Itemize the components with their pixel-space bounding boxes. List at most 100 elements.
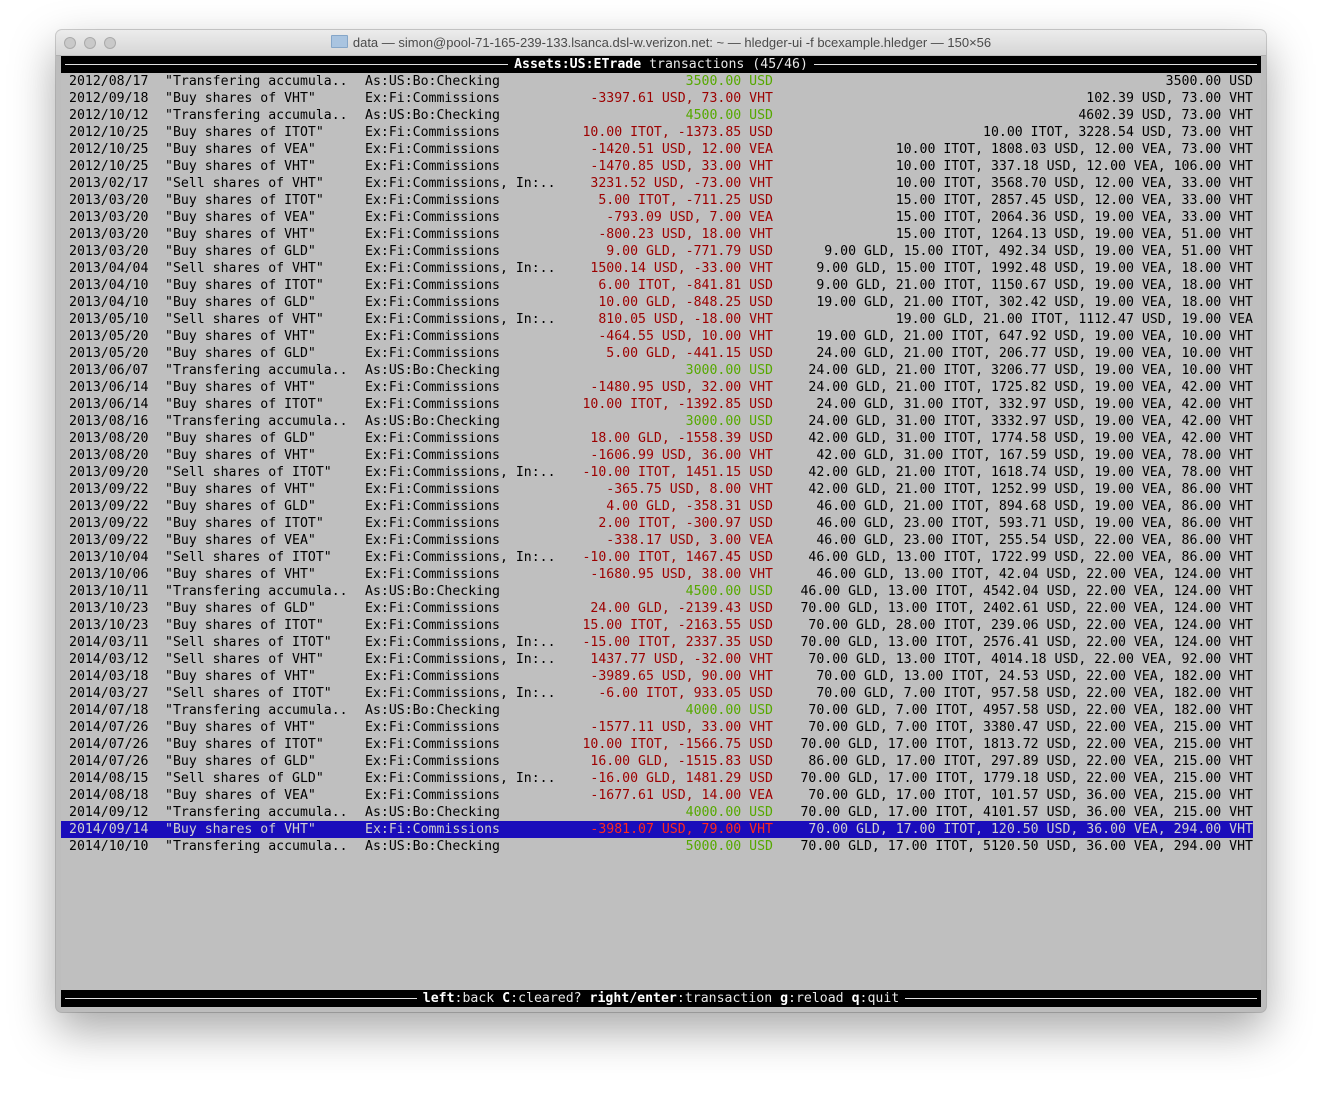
description: "Buy shares of ITOT" — [165, 125, 324, 140]
transaction-row[interactable]: 2014/08/18 "Buy shares of VEA" Ex:Fi:Commi… — [61, 787, 1253, 804]
other-accounts: As:US:Bo:Checking — [365, 584, 500, 599]
transaction-row[interactable]: 2012/10/25 "Buy shares of VHT" Ex:Fi:Commi… — [61, 158, 1253, 175]
transaction-row[interactable]: 2012/10/25 "Buy shares of ITOT" Ex:Fi:Comm… — [61, 124, 1253, 141]
other-accounts: Ex:Fi:Commissions — [365, 822, 500, 837]
transaction-row[interactable]: 2014/07/26 "Buy shares of VHT" Ex:Fi:Commi… — [61, 719, 1253, 736]
transaction-row[interactable]: 2014/10/10 "Transfering accumula.. As:US:B… — [61, 838, 1253, 855]
running-balance: 42.00 GLD, 31.00 ITOT, 167.59 USD, 19.00… — [816, 448, 1253, 463]
running-balance: 46.00 GLD, 13.00 ITOT, 1722.99 USD, 22.0… — [808, 550, 1253, 565]
hledger-ui-screen: Assets:US:ETrade transactions (45/46) 20… — [61, 55, 1261, 1008]
change-amount: -6.00 ITOT, 933.05 USD — [598, 686, 773, 701]
change-amount: 18.00 GLD, -1558.39 USD — [590, 431, 773, 446]
transaction-row[interactable]: 2014/03/12 "Sell shares of VHT" Ex:Fi:Comm… — [61, 651, 1253, 668]
transaction-row[interactable]: 2013/05/20 "Buy shares of GLD" Ex:Fi:Commi… — [61, 345, 1253, 362]
running-balance: 9.00 GLD, 15.00 ITOT, 1992.48 USD, 19.00… — [816, 261, 1253, 276]
other-accounts: Ex:Fi:Commissions — [365, 346, 500, 361]
transaction-row[interactable]: 2012/09/18 "Buy shares of VHT" Ex:Fi:Commi… — [61, 90, 1253, 107]
change-amount: 3500.00 USD — [685, 74, 773, 89]
change-amount: -1420.51 USD, 12.00 VEA — [590, 142, 773, 157]
description: "Buy shares of GLD" — [165, 601, 316, 616]
transaction-row[interactable]: 2013/09/22 "Buy shares of VHT" Ex:Fi:Commi… — [61, 481, 1253, 498]
description: "Transfering accumula.. — [165, 108, 348, 123]
date: 2012/08/17 — [69, 74, 149, 89]
transaction-row[interactable]: 2013/10/23 "Buy shares of GLD" Ex:Fi:Commi… — [61, 600, 1253, 617]
transaction-row[interactable]: 2013/03/20 "Buy shares of GLD" Ex:Fi:Commi… — [61, 243, 1253, 260]
running-balance: 70.00 GLD, 7.00 ITOT, 4957.58 USD, 22.00… — [808, 703, 1253, 718]
description: "Buy shares of VEA" — [165, 533, 316, 548]
transaction-row[interactable]: 2013/09/20 "Sell shares of ITOT" Ex:Fi:Com… — [61, 464, 1253, 481]
transaction-row[interactable]: 2013/04/10 "Buy shares of ITOT" Ex:Fi:Comm… — [61, 277, 1253, 294]
transaction-row[interactable]: 2013/04/10 "Buy shares of GLD" Ex:Fi:Commi… — [61, 294, 1253, 311]
change-amount: 5.00 ITOT, -711.25 USD — [598, 193, 773, 208]
transaction-row[interactable]: 2013/10/06 "Buy shares of VHT" Ex:Fi:Commi… — [61, 566, 1253, 583]
close-button[interactable] — [64, 37, 76, 49]
transaction-row[interactable]: 2013/06/14 "Buy shares of ITOT" Ex:Fi:Comm… — [61, 396, 1253, 413]
other-accounts: Ex:Fi:Commissions — [365, 516, 500, 531]
transaction-row[interactable]: 2012/10/12 "Transfering accumula.. As:US:B… — [61, 107, 1253, 124]
transaction-row[interactable]: 2014/08/15 "Sell shares of GLD" Ex:Fi:Comm… — [61, 770, 1253, 787]
change-amount: 810.05 USD, -18.00 VHT — [598, 312, 773, 327]
transaction-row[interactable]: 2013/09/22 "Buy shares of GLD" Ex:Fi:Commi… — [61, 498, 1253, 515]
transaction-row[interactable]: 2013/04/04 "Sell shares of VHT" Ex:Fi:Comm… — [61, 260, 1253, 277]
description: "Sell shares of VHT" — [165, 176, 324, 191]
change-amount: -1577.11 USD, 33.00 VHT — [590, 720, 773, 735]
key-label: :transaction — [676, 991, 781, 1006]
transaction-row[interactable]: 2014/09/12 "Transfering accumula.. As:US:B… — [61, 804, 1253, 821]
transaction-row[interactable]: 2013/06/07 "Transfering accumula.. As:US:B… — [61, 362, 1253, 379]
transaction-row[interactable]: 2013/02/17 "Sell shares of VHT" Ex:Fi:Comm… — [61, 175, 1253, 192]
transaction-row[interactable]: 2014/03/27 "Sell shares of ITOT" Ex:Fi:Com… — [61, 685, 1253, 702]
date: 2012/10/25 — [69, 125, 149, 140]
title-bar: data — simon@pool-71-165-239-133.lsanca.… — [56, 30, 1266, 56]
transaction-row[interactable]: 2013/10/11 "Transfering accumula.. As:US:B… — [61, 583, 1253, 600]
other-accounts: Ex:Fi:Commissions, In:.. — [365, 312, 556, 327]
change-amount: 4000.00 USD — [685, 805, 773, 820]
zoom-button[interactable] — [104, 37, 116, 49]
date: 2013/02/17 — [69, 176, 149, 191]
running-balance: 15.00 ITOT, 1264.13 USD, 19.00 VEA, 51.0… — [895, 227, 1253, 242]
transaction-row[interactable]: 2013/05/10 "Sell shares of VHT" Ex:Fi:Comm… — [61, 311, 1253, 328]
description: "Buy shares of VHT" — [165, 482, 316, 497]
date: 2014/03/27 — [69, 686, 149, 701]
description: "Transfering accumula.. — [165, 363, 348, 378]
transaction-row[interactable]: 2013/03/20 "Buy shares of VEA" Ex:Fi:Commi… — [61, 209, 1253, 226]
description: "Buy shares of GLD" — [165, 244, 316, 259]
transaction-row[interactable]: 2014/03/18 "Buy shares of VHT" Ex:Fi:Commi… — [61, 668, 1253, 685]
transaction-row[interactable]: 2013/08/20 "Buy shares of GLD" Ex:Fi:Commi… — [61, 430, 1253, 447]
transaction-row[interactable]: 2014/07/26 "Buy shares of ITOT" Ex:Fi:Comm… — [61, 736, 1253, 753]
running-balance: 70.00 GLD, 13.00 ITOT, 2402.61 USD, 22.0… — [800, 601, 1253, 616]
date: 2014/08/18 — [69, 788, 149, 803]
description: "Transfering accumula.. — [165, 584, 348, 599]
transaction-row[interactable]: 2013/03/20 "Buy shares of ITOT" Ex:Fi:Comm… — [61, 192, 1253, 209]
date: 2014/03/12 — [69, 652, 149, 667]
transaction-row[interactable]: 2013/08/20 "Buy shares of VHT" Ex:Fi:Commi… — [61, 447, 1253, 464]
change-amount: 10.00 ITOT, -1392.85 USD — [582, 397, 773, 412]
change-amount: -3397.61 USD, 73.00 VHT — [590, 91, 773, 106]
minimize-button[interactable] — [84, 37, 96, 49]
date: 2013/09/22 — [69, 533, 149, 548]
transaction-row[interactable]: 2013/08/16 "Transfering accumula.. As:US:B… — [61, 413, 1253, 430]
change-amount: -16.00 GLD, 1481.29 USD — [590, 771, 773, 786]
date: 2013/10/04 — [69, 550, 149, 565]
transaction-row[interactable]: 2013/10/04 "Sell shares of ITOT" Ex:Fi:Com… — [61, 549, 1253, 566]
transaction-row[interactable]: 2014/03/11 "Sell shares of ITOT" Ex:Fi:Com… — [61, 634, 1253, 651]
transaction-row[interactable]: 2013/05/20 "Buy shares of VHT" Ex:Fi:Commi… — [61, 328, 1253, 345]
other-accounts: Ex:Fi:Commissions — [365, 91, 500, 106]
other-accounts: Ex:Fi:Commissions — [365, 329, 500, 344]
change-amount: 5000.00 USD — [685, 839, 773, 854]
transaction-row[interactable]: 2013/09/22 "Buy shares of ITOT" Ex:Fi:Comm… — [61, 515, 1253, 532]
transaction-row[interactable]: 2012/10/25 "Buy shares of VEA" Ex:Fi:Commi… — [61, 141, 1253, 158]
transaction-row[interactable]: 2014/07/18 "Transfering accumula.. As:US:B… — [61, 702, 1253, 719]
transaction-row[interactable]: 2012/08/17 "Transfering accumula.. As:US:B… — [61, 73, 1253, 90]
description: "Buy shares of VEA" — [165, 210, 316, 225]
date: 2013/04/04 — [69, 261, 149, 276]
other-accounts: Ex:Fi:Commissions — [365, 227, 500, 242]
transaction-row-selected[interactable]: 2014/09/14 "Buy shares of VHT" Ex:Fi:Commi… — [61, 821, 1253, 838]
transaction-row[interactable]: 2014/07/26 "Buy shares of GLD" Ex:Fi:Commi… — [61, 753, 1253, 770]
transaction-row[interactable]: 2013/10/23 "Buy shares of ITOT" Ex:Fi:Comm… — [61, 617, 1253, 634]
key-q: q — [851, 991, 860, 1006]
running-balance: 15.00 ITOT, 2064.36 USD, 19.00 VEA, 33.0… — [895, 210, 1253, 225]
date: 2014/09/12 — [69, 805, 149, 820]
transaction-row[interactable]: 2013/03/20 "Buy shares of VHT" Ex:Fi:Commi… — [61, 226, 1253, 243]
transaction-row[interactable]: 2013/09/22 "Buy shares of VEA" Ex:Fi:Commi… — [61, 532, 1253, 549]
transaction-row[interactable]: 2013/06/14 "Buy shares of VHT" Ex:Fi:Commi… — [61, 379, 1253, 396]
